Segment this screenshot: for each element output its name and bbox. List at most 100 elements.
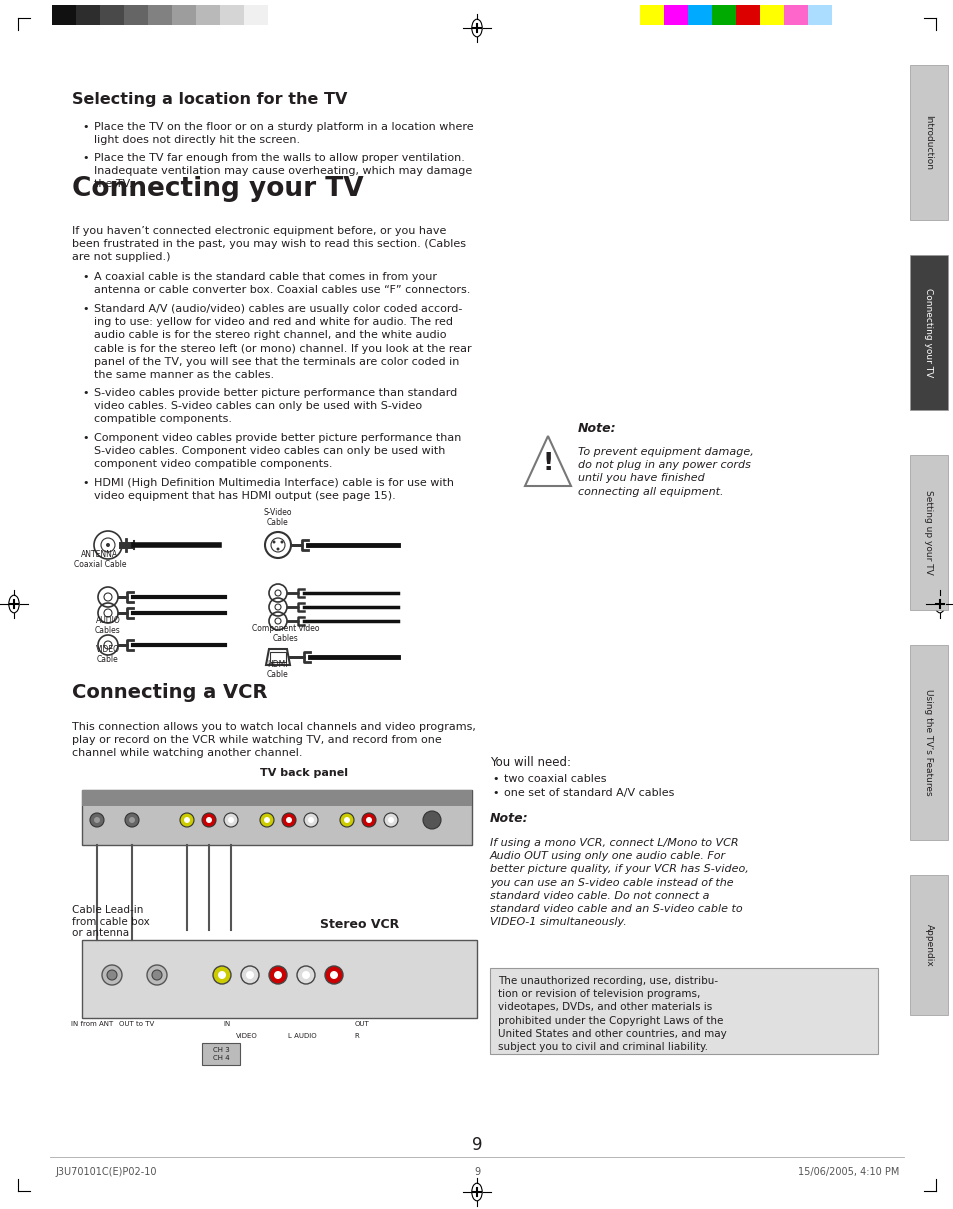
Text: Component video cables provide better picture performance than
S-video cables. C: Component video cables provide better pi… (94, 433, 461, 469)
Bar (807, 5, 831, 25)
Text: A coaxial cable is the standard cable that comes in from your
antenna or cable c: A coaxial cable is the standard cable th… (94, 272, 470, 295)
Text: Connecting your TV: Connecting your TV (923, 288, 933, 377)
Bar (52, 5, 76, 25)
Text: •: • (82, 388, 89, 398)
Circle shape (206, 817, 212, 823)
Text: Component video
Cables: Component video Cables (252, 624, 319, 643)
Circle shape (125, 812, 139, 827)
Text: two coaxial cables: two coaxial cables (503, 774, 606, 783)
Text: Setting up your TV: Setting up your TV (923, 490, 933, 574)
Bar (76, 5, 100, 25)
Bar (909, 875, 947, 1016)
Text: ANTENNA
Coaxial Cable: ANTENNA Coaxial Cable (73, 550, 126, 569)
Bar (783, 5, 807, 25)
Circle shape (366, 817, 372, 823)
Text: 15/06/2005, 4:10 PM: 15/06/2005, 4:10 PM (797, 1167, 898, 1178)
Circle shape (246, 971, 253, 979)
Circle shape (344, 817, 350, 823)
Bar (909, 455, 947, 611)
Text: •: • (82, 433, 89, 442)
Circle shape (325, 966, 343, 984)
Circle shape (330, 971, 337, 979)
Text: Standard A/V (audio/video) cables are usually color coded accord-
ing to use: ye: Standard A/V (audio/video) cables are us… (94, 303, 471, 380)
Text: To prevent equipment damage,
do not plug in any power cords
until you have finis: To prevent equipment damage, do not plug… (578, 447, 753, 497)
Text: If using a mono VCR, connect L/Mono to VCR
Audio OUT using only one audio cable.: If using a mono VCR, connect L/Mono to V… (490, 838, 748, 927)
Bar (244, 5, 268, 25)
Circle shape (107, 970, 117, 980)
Bar (909, 65, 947, 220)
Circle shape (90, 812, 104, 827)
Circle shape (384, 812, 397, 827)
Text: •: • (82, 122, 89, 132)
Bar (202, 1043, 240, 1065)
Text: VIDEO
Cable: VIDEO Cable (96, 644, 120, 664)
Text: This connection allows you to watch local channels and video programs,
play or r: This connection allows you to watch loca… (71, 722, 476, 758)
Text: Selecting a location for the TV: Selecting a location for the TV (71, 92, 347, 108)
Circle shape (102, 965, 122, 985)
Text: Stereo VCR: Stereo VCR (320, 918, 399, 931)
Text: Note:: Note: (490, 812, 528, 825)
Text: 9: 9 (471, 1136, 482, 1155)
Circle shape (184, 817, 190, 823)
Circle shape (308, 817, 314, 823)
Circle shape (296, 966, 314, 984)
Text: OUT to TV: OUT to TV (119, 1020, 154, 1026)
Circle shape (147, 965, 167, 985)
Bar (663, 5, 687, 25)
Text: Note:: Note: (578, 422, 616, 435)
Bar (148, 5, 172, 25)
Circle shape (339, 812, 354, 827)
Bar (82, 941, 476, 1018)
Bar (82, 789, 472, 806)
Text: one set of standard A/V cables: one set of standard A/V cables (503, 788, 674, 798)
Bar (270, 652, 286, 663)
Bar (760, 5, 783, 25)
Circle shape (106, 543, 110, 546)
Text: Introduction: Introduction (923, 115, 933, 170)
Bar (100, 5, 124, 25)
Text: •: • (82, 154, 89, 163)
Bar (909, 255, 947, 410)
Circle shape (260, 812, 274, 827)
Circle shape (269, 966, 287, 984)
Text: IN: IN (223, 1020, 231, 1026)
Text: Appendix: Appendix (923, 924, 933, 966)
Text: Connecting a VCR: Connecting a VCR (71, 683, 267, 702)
Circle shape (304, 812, 317, 827)
Text: •: • (82, 272, 89, 282)
Bar (711, 5, 735, 25)
Bar (220, 5, 244, 25)
Circle shape (422, 811, 440, 829)
Text: •: • (492, 788, 498, 798)
Circle shape (218, 971, 226, 979)
Text: J3U70101C(E)P02-10: J3U70101C(E)P02-10 (55, 1167, 156, 1178)
Text: TV back panel: TV back panel (260, 768, 348, 779)
Circle shape (264, 817, 270, 823)
Text: S-Video
Cable: S-Video Cable (263, 508, 292, 527)
Bar (124, 5, 148, 25)
Text: Place the TV far enough from the walls to allow proper ventilation.
Inadequate v: Place the TV far enough from the walls t… (94, 154, 472, 190)
Text: S-video cables provide better picture performance than standard
video cables. S-: S-video cables provide better picture pe… (94, 388, 456, 424)
Text: CH 3
CH 4: CH 3 CH 4 (213, 1047, 229, 1060)
Circle shape (228, 817, 233, 823)
Bar (639, 5, 663, 25)
Circle shape (388, 817, 394, 823)
Bar (735, 5, 760, 25)
Circle shape (361, 812, 375, 827)
Circle shape (94, 817, 100, 823)
Circle shape (282, 812, 295, 827)
Text: IN from ANT: IN from ANT (71, 1020, 113, 1026)
Text: !: ! (541, 451, 553, 475)
Bar (82, 789, 472, 845)
Circle shape (180, 812, 193, 827)
Bar (909, 644, 947, 840)
Circle shape (276, 548, 279, 550)
Circle shape (224, 812, 237, 827)
Text: 9: 9 (474, 1167, 479, 1178)
Text: If you haven’t connected electronic equipment before, or you have
been frustrate: If you haven’t connected electronic equi… (71, 226, 465, 262)
Text: You will need:: You will need: (490, 756, 571, 769)
Text: •: • (492, 774, 498, 783)
Circle shape (302, 971, 310, 979)
Circle shape (129, 817, 135, 823)
Text: Cable Lead-in
from cable box
or antenna: Cable Lead-in from cable box or antenna (71, 906, 150, 938)
